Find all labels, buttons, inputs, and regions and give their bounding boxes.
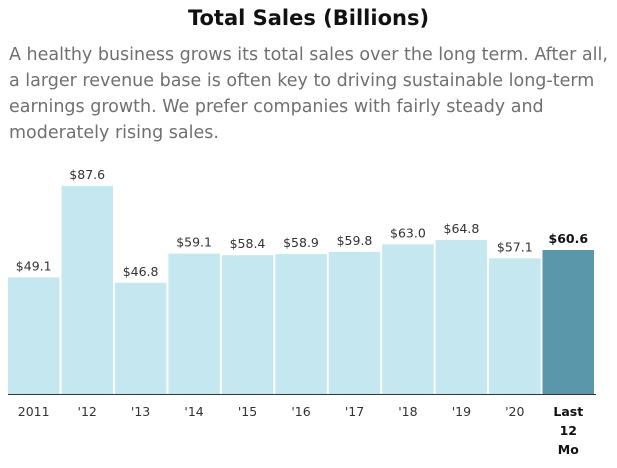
chart-description: A healthy business grows its total sales… <box>9 45 608 143</box>
value-label-9: $57.1 <box>497 239 533 254</box>
bar-0 <box>8 277 60 394</box>
tick-label-0: 2011 <box>18 404 50 419</box>
value-label-3: $59.1 <box>176 235 212 250</box>
bar-1 <box>61 185 113 394</box>
tick-label-3: '14 <box>184 404 203 419</box>
tick-label-9: '20 <box>505 404 524 419</box>
value-label-8: $64.8 <box>444 221 480 236</box>
tick-label-4: '15 <box>238 404 257 419</box>
bar-5 <box>275 254 327 394</box>
bar-3 <box>168 253 220 394</box>
tick-label-2: '13 <box>131 404 150 419</box>
bar-6 <box>328 251 381 394</box>
bar-10 <box>542 250 594 394</box>
value-label-6: $59.8 <box>337 233 373 248</box>
bar-2 <box>114 282 167 394</box>
tick-label-8: '19 <box>452 404 471 419</box>
tick-label-10: Last 12 Mo <box>553 404 583 457</box>
tick-label-1: '12 <box>78 404 97 419</box>
value-label-10: $60.6 <box>549 231 589 246</box>
tick-label-5: '16 <box>291 404 310 419</box>
bar-7 <box>382 244 434 394</box>
tick-label-6: '17 <box>345 404 364 419</box>
chart-title: Total Sales (Billions) <box>187 6 430 30</box>
value-label-4: $58.4 <box>230 236 266 251</box>
bar-4 <box>221 255 274 394</box>
bar-9 <box>489 258 541 394</box>
value-label-1: $87.6 <box>69 167 105 182</box>
value-label-7: $63.0 <box>390 225 426 240</box>
bar-8 <box>435 240 488 394</box>
value-label-5: $58.9 <box>283 235 319 250</box>
tick-label-7: '18 <box>398 404 417 419</box>
value-label-0: $49.1 <box>16 258 52 273</box>
value-label-2: $46.8 <box>123 264 159 279</box>
